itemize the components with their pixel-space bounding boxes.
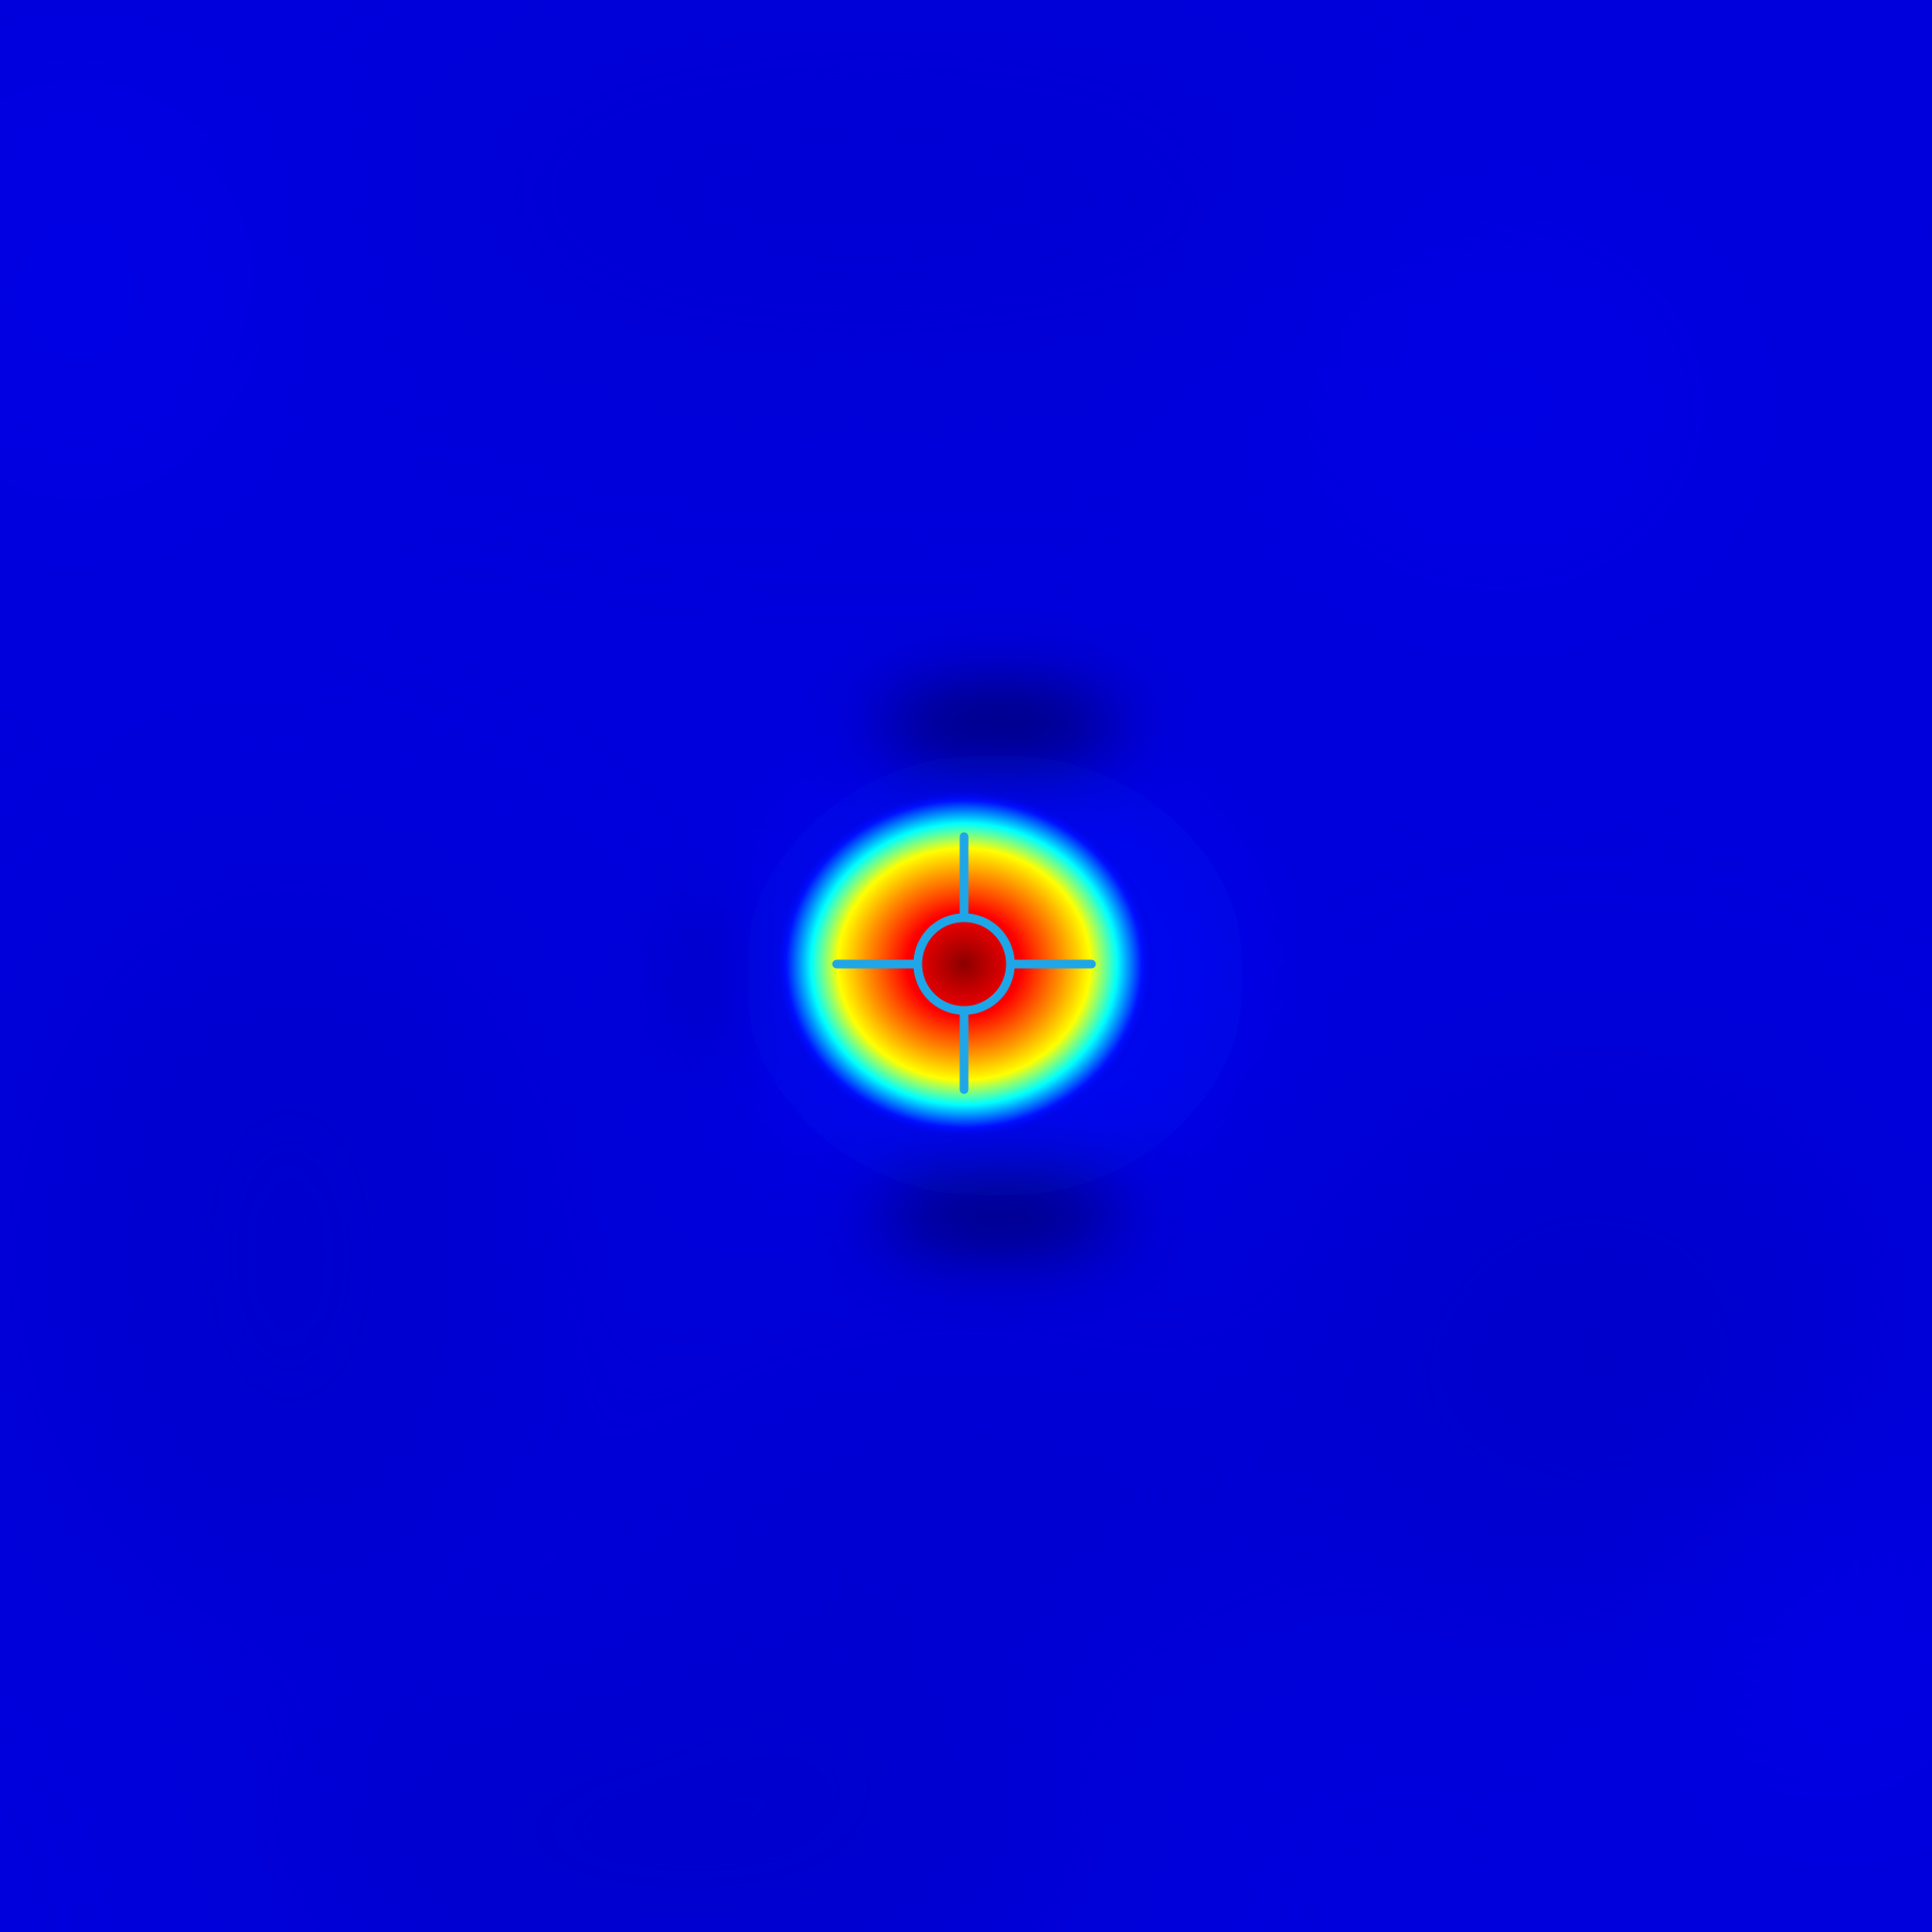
crosshair-icon[interactable] [832, 832, 1096, 1094]
heatmap-peak [773, 788, 1155, 1140]
background-noise [0, 19, 1932, 1932]
